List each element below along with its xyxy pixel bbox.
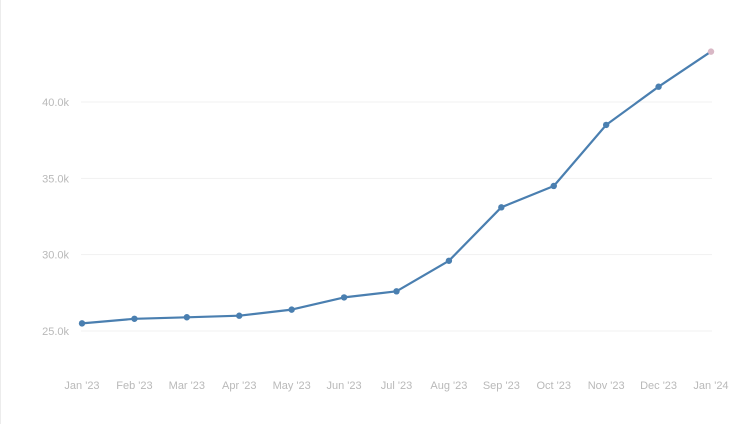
x-tick-label: Dec '23 bbox=[640, 380, 677, 392]
x-tick-label: May '23 bbox=[273, 380, 311, 392]
data-point[interactable] bbox=[236, 312, 243, 319]
data-point[interactable] bbox=[602, 121, 610, 129]
y-tick-label: 25.0k bbox=[42, 326, 69, 338]
x-tick-label: Feb '23 bbox=[116, 380, 152, 392]
y-tick-label: 40.0k bbox=[42, 97, 69, 109]
x-tick-label: Sep '23 bbox=[483, 380, 520, 392]
data-point-highlighted[interactable] bbox=[707, 48, 715, 55]
x-tick-label: Nov '23 bbox=[588, 380, 625, 392]
series-line bbox=[80, 50, 713, 325]
data-point[interactable] bbox=[445, 257, 453, 264]
series-layer bbox=[80, 50, 713, 325]
x-tick-label: Jan '24 bbox=[693, 380, 728, 392]
x-tick-label: Jun '23 bbox=[327, 380, 362, 392]
y-tick-label: 35.0k bbox=[42, 173, 69, 185]
y-tick-label: 30.0k bbox=[42, 250, 69, 262]
data-point[interactable] bbox=[183, 314, 191, 321]
x-tick-label: Jul '23 bbox=[381, 380, 412, 392]
data-point[interactable] bbox=[340, 294, 348, 301]
point-layer bbox=[78, 48, 715, 327]
x-axis-ticks: Jan '23 Feb '23 Mar '23 Apr '23 May '23 Jun '… bbox=[64, 380, 728, 392]
data-point[interactable] bbox=[131, 315, 138, 322]
y-axis-ticks: 25.0k 30.0k 35.0k 40.0k bbox=[42, 97, 69, 338]
grid-layer bbox=[81, 101, 712, 332]
x-tick-label: Aug '23 bbox=[430, 380, 467, 392]
x-tick-label: Apr '23 bbox=[222, 380, 257, 392]
x-tick-label: Mar '23 bbox=[169, 380, 205, 392]
data-point[interactable] bbox=[288, 306, 295, 313]
data-point[interactable] bbox=[550, 182, 557, 190]
data-point[interactable] bbox=[78, 320, 86, 327]
data-point[interactable] bbox=[498, 204, 505, 211]
data-point[interactable] bbox=[655, 83, 662, 90]
data-point[interactable] bbox=[393, 288, 400, 295]
x-tick-label: Jan '23 bbox=[64, 380, 99, 392]
x-tick-label: Oct '23 bbox=[536, 380, 571, 392]
